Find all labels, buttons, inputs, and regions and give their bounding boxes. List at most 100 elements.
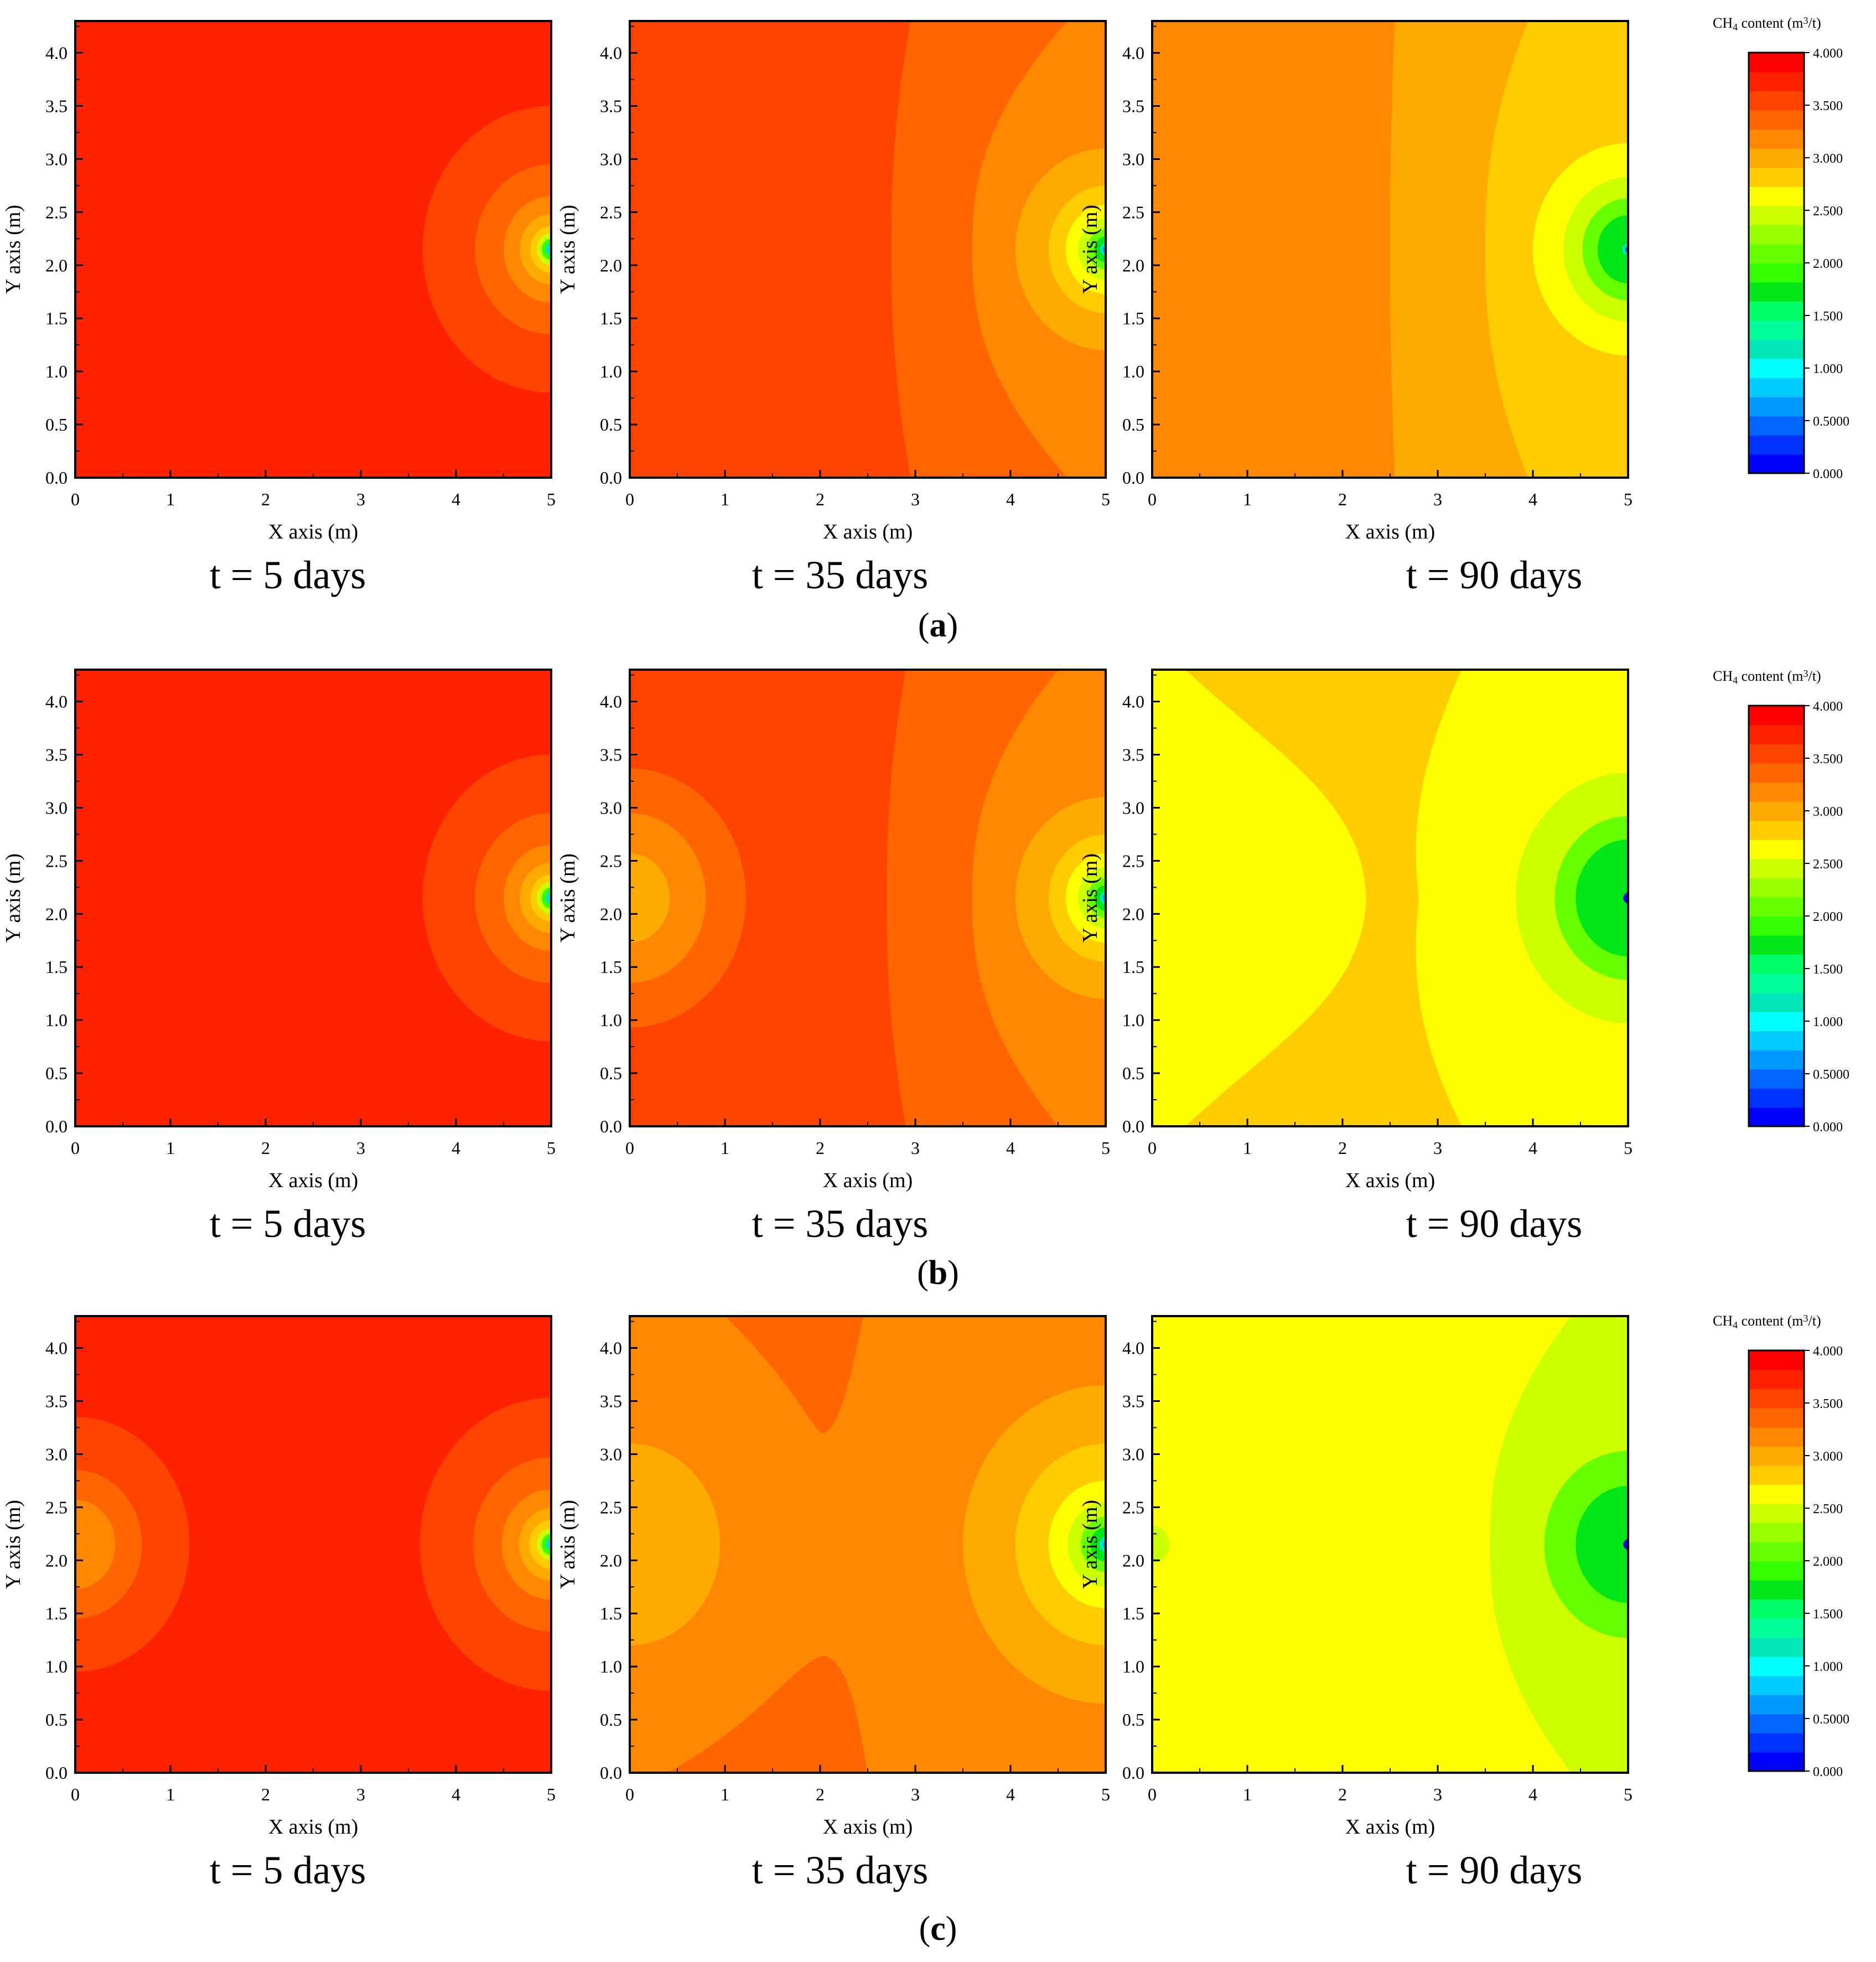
y-tick-label: 1.0 <box>45 1010 68 1030</box>
contour-level-0 <box>630 1443 721 1645</box>
y-tick-label: 2.0 <box>1122 255 1144 275</box>
colorbar-tick-label: 0.000 <box>1813 1765 1843 1779</box>
x-axis-label: X axis (m) <box>823 1169 913 1192</box>
y-tick-label: 3.0 <box>45 1444 68 1464</box>
colorbar-title-sub: 4 <box>1733 675 1738 686</box>
x-tick-label: 2 <box>261 1138 270 1158</box>
x-tick-label: 5 <box>1101 1784 1110 1804</box>
colorbar-swatch <box>1749 916 1804 936</box>
colorbar-tick-label: 0.5000 <box>1813 1068 1849 1082</box>
colorbar-swatch <box>1749 1407 1804 1428</box>
y-tick-label: 0.5 <box>1122 1710 1144 1730</box>
y-tick-label: 2.5 <box>45 202 68 222</box>
x-tick-label: 3 <box>356 1784 365 1804</box>
y-tick-label: 1.5 <box>1122 1603 1144 1623</box>
y-tick-label: 0.0 <box>600 1116 622 1136</box>
y-tick-label: 1.0 <box>600 361 622 381</box>
x-axis-label: X axis (m) <box>1345 1815 1435 1839</box>
colorbar-swatch <box>1749 301 1804 321</box>
colorbar-swatch <box>1749 706 1804 726</box>
y-tick-label: 0.0 <box>45 468 68 488</box>
x-tick-label: 1 <box>166 1138 175 1158</box>
x-tick-label: 4 <box>452 1138 460 1158</box>
y-tick-label: 0.5 <box>1122 1063 1144 1083</box>
panel-b-2: 0 1 2 3 4 5 0.0 0.5 1.0 1.5 2.0 2.5 3.0 3.5 4.0 X axis … <box>556 669 1110 1246</box>
colorbar-swatch <box>1749 1369 1804 1390</box>
y-tick-label: 2.0 <box>1122 904 1144 924</box>
colorbar-swatch <box>1749 282 1804 302</box>
colorbar-tick-label: 0.000 <box>1813 467 1843 482</box>
x-tick-label: 2 <box>1338 1138 1347 1158</box>
y-tick-label: 2.5 <box>600 1497 622 1517</box>
x-tick-label: 3 <box>911 489 920 509</box>
colorbar-tick-label: 2.000 <box>1813 257 1843 271</box>
y-tick-label: 3.5 <box>600 744 622 764</box>
y-tick-label: 0.0 <box>600 1763 622 1783</box>
x-tick-label: 5 <box>547 1138 556 1158</box>
colorbar-title-sup: 3 <box>1804 15 1808 26</box>
row-label-c: (c) <box>919 1910 957 1948</box>
y-tick-label: 4.0 <box>45 43 68 63</box>
x-tick-label: 1 <box>721 1138 729 1158</box>
y-tick-label: 0.0 <box>600 468 622 488</box>
row-label-a: (a) <box>918 607 958 644</box>
x-axis-label: X axis (m) <box>268 520 359 543</box>
y-tick-label: 3.5 <box>600 96 622 116</box>
colorbar-swatch <box>1749 1580 1804 1600</box>
colorbar-b: 4.000 3.500 3.000 2.500 2.000 1.500 1.000 0.500… <box>1713 668 1849 1135</box>
colorbar-tick-label: 2.500 <box>1813 204 1843 219</box>
y-tick-label: 4.0 <box>600 1338 622 1358</box>
x-tick-label: 2 <box>816 1138 825 1158</box>
panel-time-caption: t = 90 days <box>1406 1202 1583 1246</box>
colorbar-swatch <box>1749 801 1804 821</box>
x-tick-label: 2 <box>261 489 270 509</box>
colorbar-swatch <box>1749 1484 1804 1504</box>
y-tick-label: 2.0 <box>600 1550 622 1570</box>
y-tick-label: 3.5 <box>1122 1391 1144 1411</box>
x-tick-label: 0 <box>1148 489 1157 509</box>
colorbar-swatch <box>1749 1656 1804 1676</box>
colorbar-swatch <box>1749 1732 1804 1753</box>
contour-level-2 <box>1576 1486 1628 1603</box>
colorbar-title-sub: 4 <box>1733 22 1738 33</box>
colorbar-swatch <box>1749 1541 1804 1561</box>
lobe-bottom <box>667 1655 868 1773</box>
panel-c-1: 0 1 2 3 4 5 0.0 0.5 1.0 1.5 2.0 2.5 3.0 3.5 4.0 X axis … <box>2 1315 556 1892</box>
colorbar-swatch <box>1749 129 1804 149</box>
x-tick-label: 4 <box>1006 1138 1015 1158</box>
colorbar-swatch <box>1749 244 1804 263</box>
y-tick-label: 0.5 <box>600 1710 622 1730</box>
colorbar-swatch <box>1749 1350 1804 1370</box>
y-tick-label: 0.0 <box>1122 1116 1144 1136</box>
colorbar-title-sup: 3 <box>1804 1313 1808 1324</box>
x-tick-label: 3 <box>356 1138 365 1158</box>
x-tick-label: 4 <box>452 1784 460 1804</box>
y-tick-label: 4.0 <box>45 1338 68 1358</box>
x-tick-label: 5 <box>547 489 556 509</box>
colorbar-swatch <box>1749 1599 1804 1619</box>
y-tick-label: 1.5 <box>600 1603 622 1623</box>
colorbar-swatch <box>1749 1049 1804 1070</box>
colorbar-title: CH4 content (m3/t) <box>1713 1313 1821 1331</box>
contour-level-7 <box>1098 1537 1106 1552</box>
x-tick-label: 1 <box>166 489 175 509</box>
colorbar-tick-label: 1.000 <box>1813 1660 1843 1674</box>
x-tick-label: 5 <box>1101 1138 1110 1158</box>
x-tick-label: 4 <box>1528 1138 1537 1158</box>
x-tick-label: 3 <box>1433 1784 1442 1804</box>
x-tick-label: 1 <box>721 489 729 509</box>
y-tick-label: 3.0 <box>600 1444 622 1464</box>
colorbar-swatch <box>1749 1389 1804 1409</box>
y-tick-label: 3.5 <box>1122 96 1144 116</box>
colorbar-swatch <box>1749 763 1804 783</box>
x-tick-label: 2 <box>1338 489 1347 509</box>
x-tick-label: 5 <box>1624 1784 1633 1804</box>
x-axis-label: X axis (m) <box>823 1815 913 1839</box>
y-axis-label: Y axis (m) <box>1079 1500 1102 1589</box>
contour-field <box>75 21 551 478</box>
colorbar-swatch <box>1749 1713 1804 1733</box>
colorbar-tick-label: 4.000 <box>1813 700 1843 714</box>
x-tick-label: 0 <box>625 489 634 509</box>
colorbar-tick-label: 0.5000 <box>1813 1712 1849 1727</box>
